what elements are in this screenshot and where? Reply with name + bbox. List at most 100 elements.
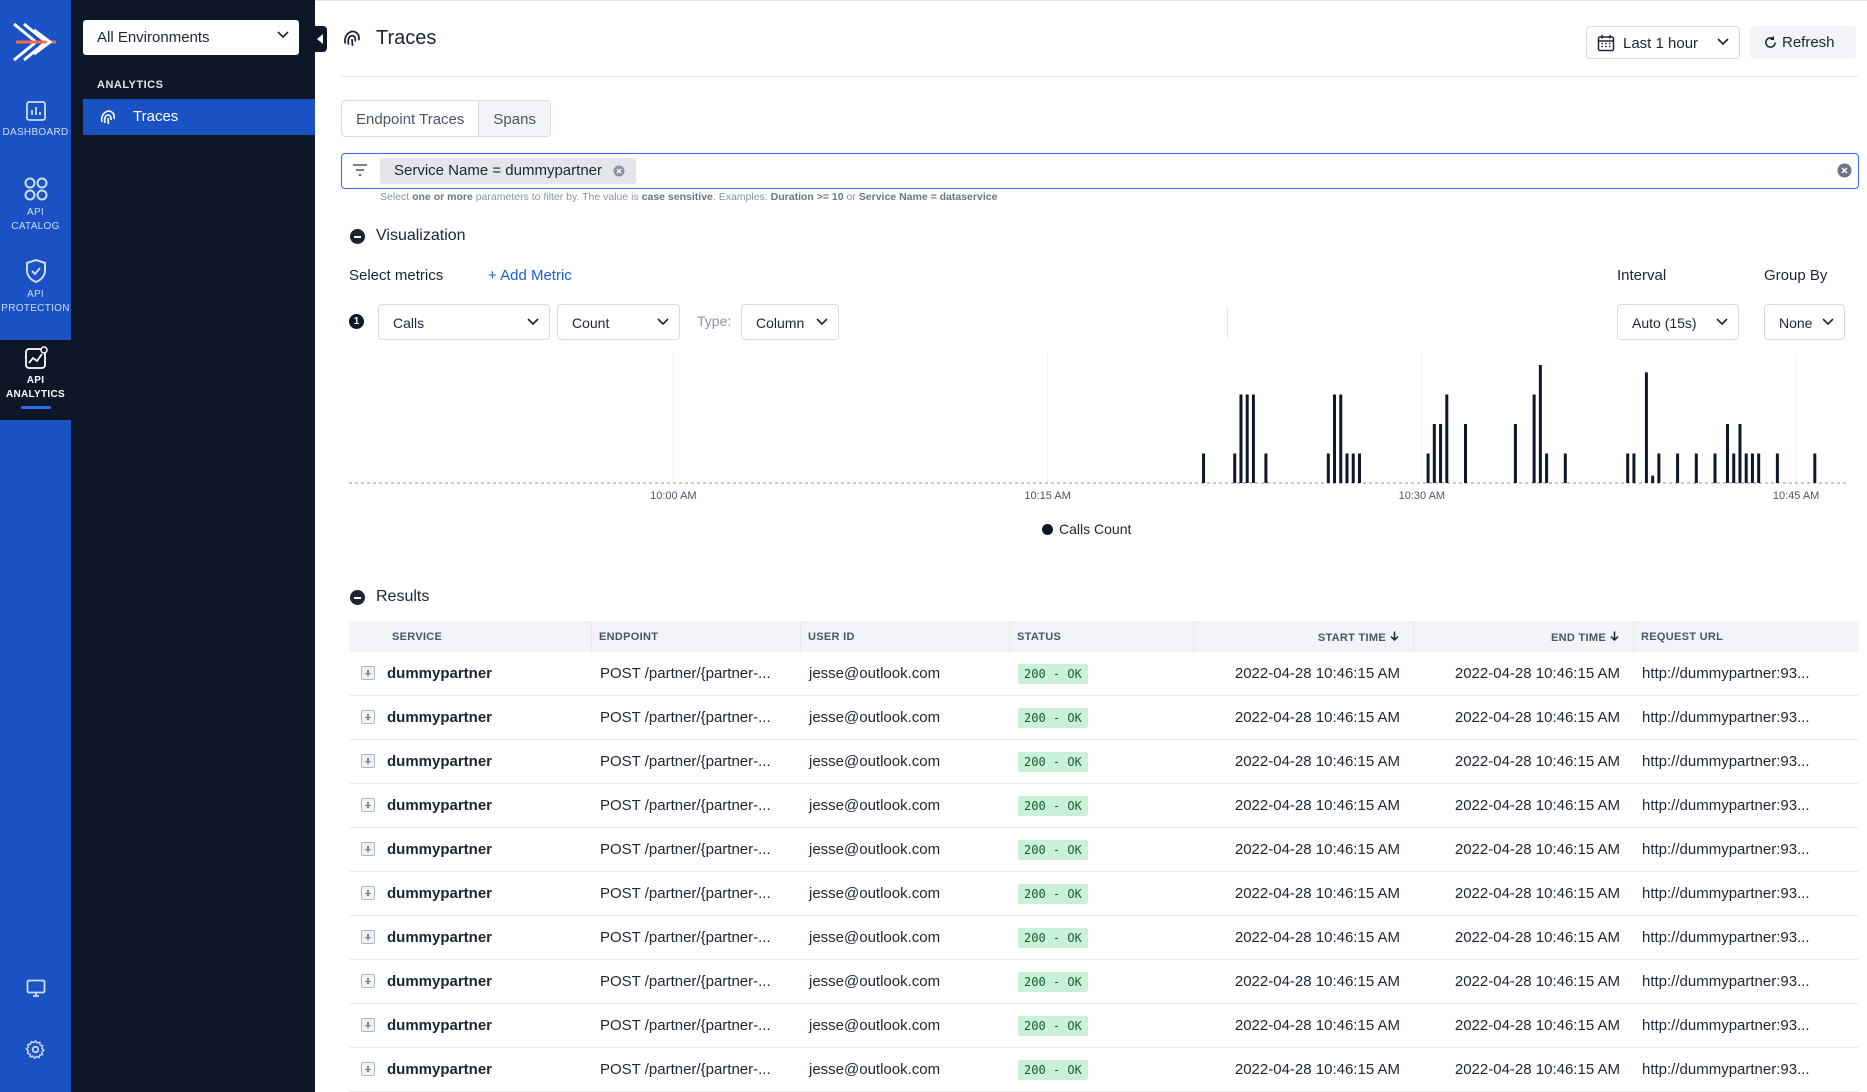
chart-bar[interactable] <box>1657 453 1661 484</box>
column-header-user-id[interactable]: USER ID <box>801 621 1010 652</box>
table-row[interactable]: dummypartner POST /partner/{partner-... je… <box>349 872 1859 916</box>
chart-bar[interactable] <box>1357 453 1361 484</box>
table-row[interactable]: dummypartner POST /partner/{partner-... je… <box>349 960 1859 1004</box>
results-section-toggle[interactable]: Results <box>350 588 429 606</box>
tab-endpoint-traces[interactable]: Endpoint Traces <box>342 101 480 136</box>
tab-spans[interactable]: Spans <box>493 111 536 128</box>
chart-bar[interactable] <box>1563 453 1567 484</box>
expand-row-icon[interactable] <box>361 886 375 900</box>
chart-bar[interactable] <box>1694 453 1698 484</box>
rail-settings-button[interactable] <box>0 1039 71 1064</box>
chart-legend[interactable]: Calls Count <box>1042 521 1131 537</box>
chart-bar[interactable] <box>1750 453 1754 484</box>
rail-item-api-protection-label-1: API <box>26 289 45 300</box>
column-header-start-time[interactable]: START TIME <box>1194 621 1414 652</box>
brand-logo[interactable] <box>10 20 60 64</box>
expand-row-icon[interactable] <box>361 798 375 812</box>
rail-item-api-analytics[interactable]: API ANALYTICS <box>0 340 71 420</box>
expand-row-icon[interactable] <box>361 842 375 856</box>
chart-bar[interactable] <box>1464 424 1468 483</box>
column-header-service[interactable]: SERVICE <box>349 621 592 652</box>
chart-bar[interactable] <box>1251 394 1255 484</box>
filter-input[interactable]: Service Name = dummypartner <box>341 153 1859 189</box>
chart-bar[interactable] <box>1245 394 1249 484</box>
table-row[interactable]: dummypartner POST /partner/{partner-... je… <box>349 1048 1859 1092</box>
table-row[interactable]: dummypartner POST /partner/{partner-... je… <box>349 740 1859 784</box>
chart-bar[interactable] <box>1233 453 1237 484</box>
filter-chip[interactable]: Service Name = dummypartner <box>380 158 636 184</box>
expand-row-icon[interactable] <box>361 930 375 944</box>
table-row[interactable]: dummypartner POST /partner/{partner-... je… <box>349 916 1859 960</box>
chart-bar[interactable] <box>1345 453 1349 484</box>
chart-bar[interactable] <box>1813 453 1817 484</box>
chart-bar[interactable] <box>1538 365 1542 483</box>
chart-bar[interactable] <box>1426 453 1430 484</box>
column-header-request-url[interactable]: REQUEST URL <box>1641 631 1724 643</box>
chart-bar[interactable] <box>1545 453 1549 484</box>
column-header-status[interactable]: STATUS <box>1010 621 1194 652</box>
chart-bar[interactable] <box>1432 424 1436 483</box>
chart-bar[interactable] <box>1532 394 1536 484</box>
table-row[interactable]: dummypartner POST /partner/{partner-... je… <box>349 652 1859 696</box>
clear-filter-icon[interactable] <box>1837 163 1852 178</box>
chart-bar[interactable] <box>1513 424 1517 483</box>
chart-bar[interactable] <box>1676 453 1680 484</box>
chart-bar[interactable] <box>1732 453 1736 484</box>
add-metric-button[interactable]: + Add Metric <box>488 267 572 284</box>
results-table: SERVICE ENDPOINT USER ID STATUS START TI… <box>349 621 1859 1092</box>
group-by-select[interactable]: None <box>1764 304 1845 340</box>
sidebar-collapse-toggle[interactable] <box>315 26 327 52</box>
chart-bar[interactable] <box>1333 394 1337 484</box>
expand-row-icon[interactable] <box>361 666 375 680</box>
status-cell: 200 - OK <box>1010 971 1194 992</box>
chart-bar[interactable] <box>1725 424 1729 483</box>
status-badge: 200 - OK <box>1018 927 1088 948</box>
chevron-down-icon <box>1822 318 1834 326</box>
chart-bar[interactable] <box>1339 394 1343 484</box>
time-range-select[interactable]: Last 1 hour <box>1586 26 1740 59</box>
table-row[interactable]: dummypartner POST /partner/{partner-... je… <box>349 828 1859 872</box>
chart-bar[interactable] <box>1439 424 1443 483</box>
chart-bar[interactable] <box>1239 394 1243 484</box>
chart-bar[interactable] <box>1757 453 1761 484</box>
chart-bar[interactable] <box>1744 453 1748 484</box>
sidebar-item-traces[interactable]: Traces <box>83 99 315 135</box>
chart-type-select[interactable]: Column <box>741 304 839 340</box>
chart-bar[interactable] <box>1713 453 1717 484</box>
chart-bar[interactable] <box>1775 453 1779 484</box>
chart-bar[interactable] <box>1202 453 1206 484</box>
aggregation-select[interactable]: Count <box>557 304 680 340</box>
chart-bar[interactable] <box>1351 453 1355 484</box>
chart-bar[interactable] <box>1264 453 1268 484</box>
remove-chip-icon[interactable] <box>613 165 625 177</box>
expand-row-icon[interactable] <box>361 1062 375 1076</box>
column-header-end-time[interactable]: END TIME <box>1414 621 1634 652</box>
expand-row-icon[interactable] <box>361 754 375 768</box>
table-row[interactable]: dummypartner POST /partner/{partner-... je… <box>349 784 1859 828</box>
refresh-button[interactable]: Refresh <box>1750 26 1856 59</box>
status-badge: 200 - OK <box>1018 795 1088 816</box>
expand-row-icon[interactable] <box>361 1018 375 1032</box>
expand-row-icon[interactable] <box>361 974 375 988</box>
chart-bar[interactable] <box>1738 424 1742 483</box>
chart-bar[interactable] <box>1651 475 1655 483</box>
rail-monitor-button[interactable] <box>0 978 71 1002</box>
rail-item-api-protection[interactable]: API PROTECTION <box>0 258 71 316</box>
interval-select[interactable]: Auto (15s) <box>1617 304 1739 340</box>
expand-row-icon[interactable] <box>361 710 375 724</box>
column-header-endpoint[interactable]: ENDPOINT <box>592 621 801 652</box>
chart-bar[interactable] <box>1326 453 1330 484</box>
chart-bar[interactable] <box>1445 394 1449 484</box>
chart-bar[interactable] <box>1632 453 1636 484</box>
gear-icon <box>25 1039 45 1060</box>
rail-item-dashboard[interactable]: DASHBOARD <box>0 100 71 140</box>
environment-select[interactable]: All Environments <box>83 20 299 55</box>
table-row[interactable]: dummypartner POST /partner/{partner-... je… <box>349 696 1859 740</box>
rail-item-api-catalog[interactable]: API CATALOG <box>0 176 71 234</box>
table-row[interactable]: dummypartner POST /partner/{partner-... je… <box>349 1004 1859 1048</box>
metric-select[interactable]: Calls <box>378 304 550 340</box>
service-cell: dummypartner <box>349 709 592 726</box>
chart-bar[interactable] <box>1626 453 1630 484</box>
chart-bar[interactable] <box>1644 372 1648 483</box>
visualization-section-toggle[interactable]: Visualization <box>350 227 466 245</box>
